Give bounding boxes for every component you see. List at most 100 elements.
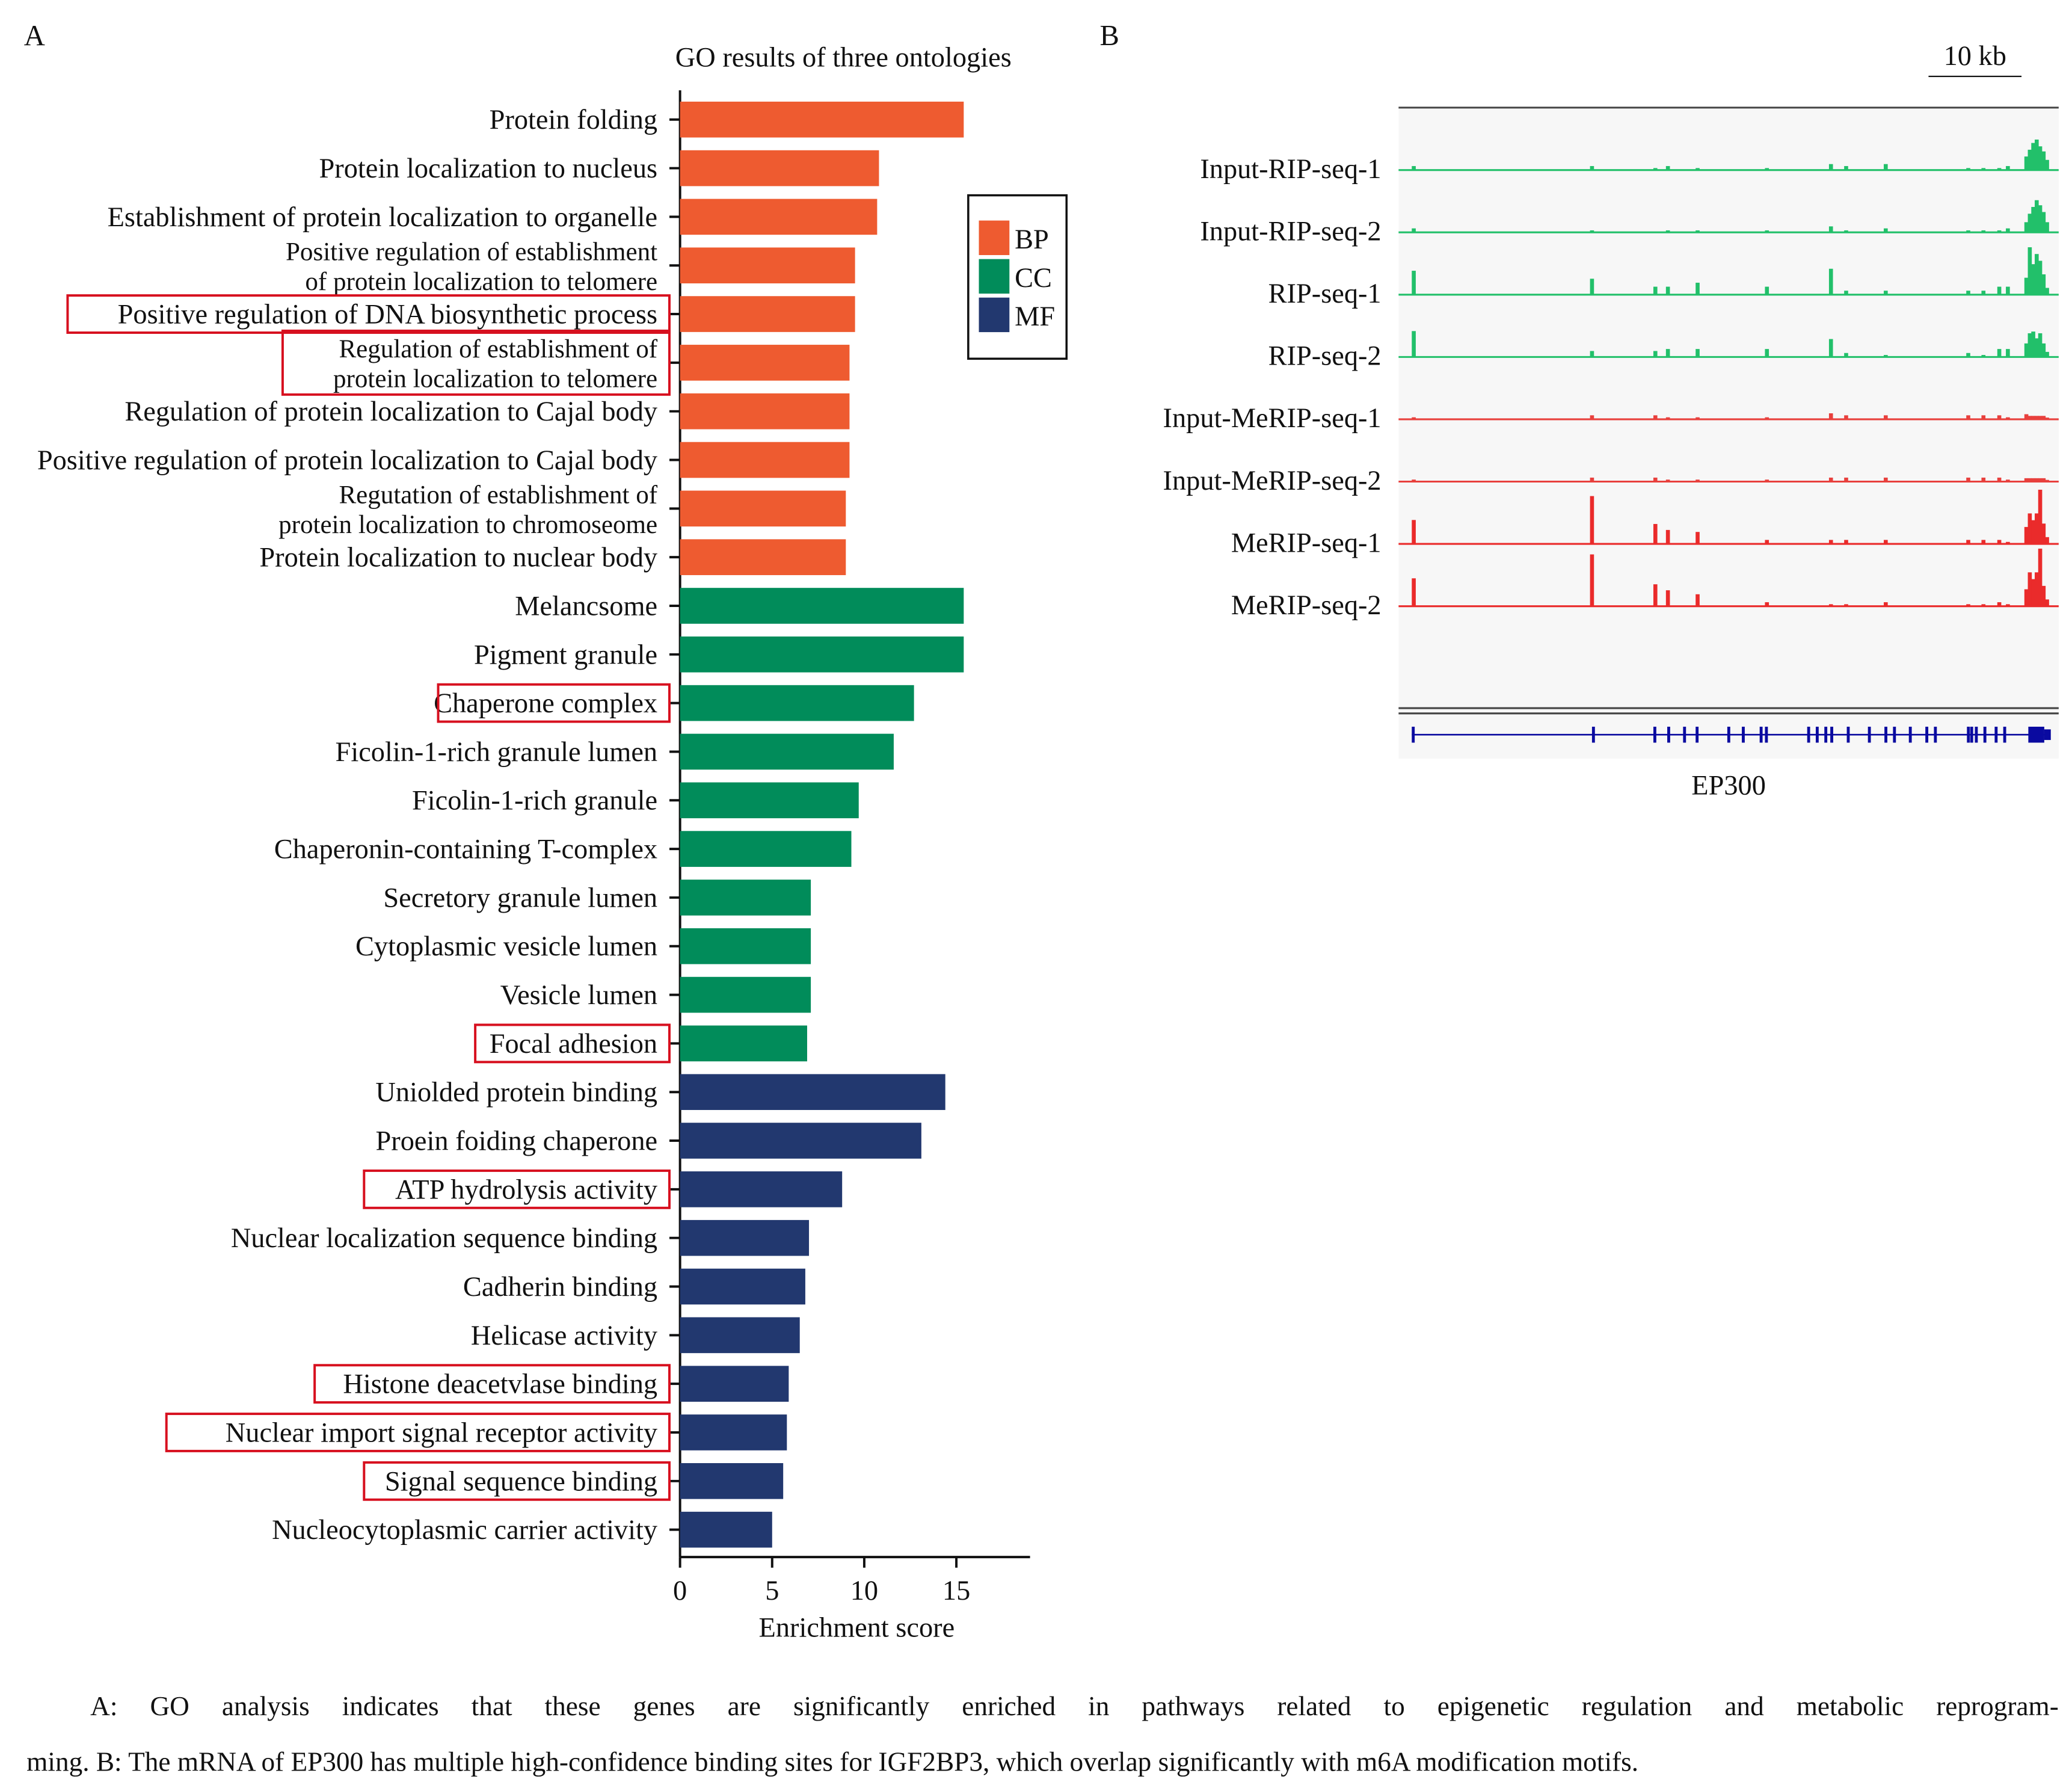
track-peak <box>1412 578 1416 606</box>
track-peak <box>1884 540 1888 544</box>
track-peak <box>1981 604 1986 606</box>
track-peak <box>1765 602 1769 606</box>
track-peak <box>2024 414 2029 419</box>
bar-label: Secretory granule lumen <box>383 883 657 913</box>
track-peak <box>2031 520 2035 544</box>
bar-mf <box>680 1171 843 1207</box>
track-peak <box>1765 230 1769 233</box>
track-peak <box>1884 355 1888 357</box>
track-peak <box>1653 523 1658 544</box>
track-peak <box>1665 590 1670 606</box>
track-label: Input-MeRIP-seq-1 <box>1163 403 1382 434</box>
track-peak <box>1590 351 1594 357</box>
track-peak <box>1981 291 1986 295</box>
bar-label: Positive regulation of DNA biosynthetic … <box>118 300 657 330</box>
track-peak <box>2006 479 2010 482</box>
track-peak <box>2045 479 2049 482</box>
gene-exon <box>1683 726 1686 743</box>
track-peak <box>1828 540 1833 544</box>
track-peak <box>2041 585 2046 606</box>
bar-label: Ficolin-1-rich granule <box>412 786 657 816</box>
track-peak <box>1412 228 1416 233</box>
bar-label: Melancsome <box>515 591 657 621</box>
track-peak <box>2041 212 2046 233</box>
track-peak <box>1997 477 2002 482</box>
track-peak <box>1665 166 1670 170</box>
track-peak <box>2041 151 2046 170</box>
track-peak <box>1653 286 1658 295</box>
track-peak <box>2035 416 2039 419</box>
x-tick-label: 15 <box>942 1576 970 1606</box>
gene-exon <box>1908 726 1912 743</box>
track-peak <box>1966 353 1970 357</box>
track-peak <box>1665 230 1670 233</box>
track-input-rip-seq-2 <box>1398 200 2059 233</box>
gene-exon <box>1807 726 1810 743</box>
legend-swatch-cc <box>979 259 1010 294</box>
track-peak <box>2027 333 2032 357</box>
track-peak <box>1653 168 1658 170</box>
track-peak <box>1844 604 1848 606</box>
bar-mf <box>680 1317 800 1354</box>
track-peak <box>2031 416 2035 419</box>
track-peak <box>2024 478 2029 482</box>
track-peak <box>1665 349 1670 357</box>
legend-label: BP <box>1015 224 1049 255</box>
track-peak <box>1981 477 1986 482</box>
track-peak <box>1981 230 1986 233</box>
track-peak <box>1665 479 1670 482</box>
track-peak <box>1884 228 1888 233</box>
gene-exon <box>1925 726 1929 743</box>
track-label: RIP-seq-2 <box>1268 341 1382 372</box>
track-peak <box>2038 260 2043 295</box>
panel-b-letter: B <box>1099 18 1119 52</box>
track-peak <box>2031 264 2035 295</box>
track-peak <box>2035 139 2039 170</box>
track-peak <box>1590 554 1594 606</box>
bar-label: Positive regulation of protein localizat… <box>37 445 657 476</box>
highlight-box <box>66 294 671 334</box>
bar-label: Cytoplasmic vesicle lumen <box>355 931 657 962</box>
gene-exon <box>1893 726 1896 743</box>
track-peak <box>2027 572 2032 606</box>
bar-label: Helicase activity <box>471 1321 657 1351</box>
track-peak <box>1412 271 1416 295</box>
bar-cc <box>680 733 894 770</box>
track-input-merip-seq-1 <box>1398 413 2059 421</box>
bar-label: Chaperone complex <box>434 688 657 719</box>
x-tick-label: 5 <box>765 1576 779 1606</box>
track-peak <box>1997 602 2002 606</box>
bar-cc <box>680 831 852 867</box>
bar-label: Positive regulation of establishment <box>286 238 657 266</box>
bar-cc <box>680 782 859 819</box>
track-peak <box>1828 226 1833 233</box>
track-peak <box>1997 349 2002 357</box>
track-peak <box>1966 477 1970 482</box>
highlight-box <box>165 1413 671 1452</box>
track-peak <box>1844 415 1848 419</box>
track-peak <box>2045 418 2049 419</box>
track-peak <box>2041 343 2046 357</box>
track-peak <box>2027 513 2032 544</box>
track-peak <box>2027 416 2032 419</box>
track-peak <box>1590 477 1594 482</box>
bar-label: Cadherin binding <box>463 1272 657 1302</box>
track-peak <box>2035 338 2039 357</box>
track-peak <box>2006 166 2010 170</box>
track-peak <box>2035 200 2039 233</box>
bar-cc <box>680 685 914 721</box>
track-peak <box>1844 230 1848 233</box>
track-peak <box>1997 286 2002 295</box>
bar-mf <box>680 1366 789 1402</box>
track-peak <box>2006 228 2010 233</box>
track-peak <box>2045 159 2049 170</box>
track-peak <box>1828 164 1833 170</box>
track-peak <box>2024 343 2029 357</box>
track-peak <box>1997 168 2002 170</box>
bar-cc <box>680 976 811 1013</box>
track-peak <box>1844 540 1848 544</box>
bar-label: ATP hydrolysis activity <box>395 1174 657 1205</box>
track-peak <box>2038 416 2043 419</box>
bar-cc <box>680 1025 807 1062</box>
track-peak <box>2027 247 2032 295</box>
